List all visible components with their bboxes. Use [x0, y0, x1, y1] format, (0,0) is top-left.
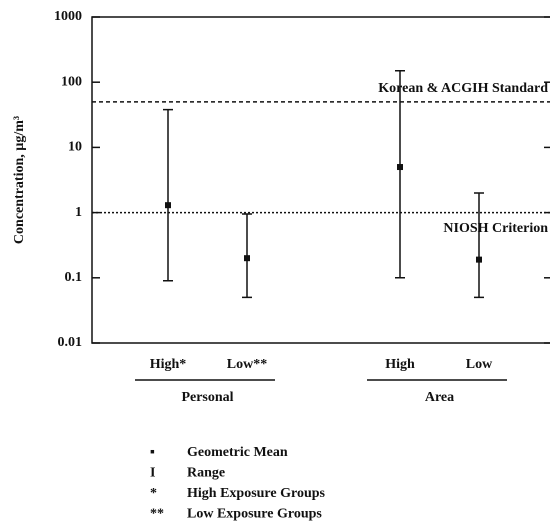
plot-frame: [91, 16, 550, 344]
y-tick-label: 10: [68, 140, 82, 155]
group-label: Area: [425, 390, 454, 405]
legend-symbol: *: [150, 486, 157, 501]
y-tick-label: 0.01: [58, 335, 83, 350]
legend-label: Range: [187, 466, 225, 481]
range-bar: [395, 69, 405, 279]
mean-marker: [397, 164, 403, 171]
legend-label: Geometric Mean: [187, 445, 288, 460]
x-tick-label: Low: [466, 357, 493, 372]
x-tick-label: Low**: [227, 357, 267, 372]
y-tick-label: 0.1: [65, 270, 83, 285]
range-bar: [474, 192, 484, 299]
mean-marker: [244, 255, 250, 262]
y-tick-label: 1: [75, 205, 82, 220]
x-tick-label: High*: [150, 357, 187, 372]
x-tick-label: High: [385, 357, 415, 372]
mean-marker: [165, 202, 171, 209]
legend-symbol: ▪: [150, 445, 155, 460]
legend-label: Low Exposure Groups: [187, 507, 322, 522]
reference-label: NIOSH Criterion: [443, 221, 548, 236]
range-bar: [163, 108, 173, 282]
legend-symbol: I: [150, 466, 155, 481]
group-label: Personal: [181, 390, 233, 405]
legend-symbol: **: [150, 507, 164, 522]
mean-marker: [476, 256, 482, 263]
y-axis-label: Concentration, µg/m³: [12, 116, 27, 244]
legend-label: High Exposure Groups: [187, 486, 326, 501]
y-tick-label: 100: [61, 74, 82, 89]
reference-label: Korean & ACGIH Standard: [378, 81, 548, 96]
y-tick-label: 1000: [54, 9, 82, 24]
